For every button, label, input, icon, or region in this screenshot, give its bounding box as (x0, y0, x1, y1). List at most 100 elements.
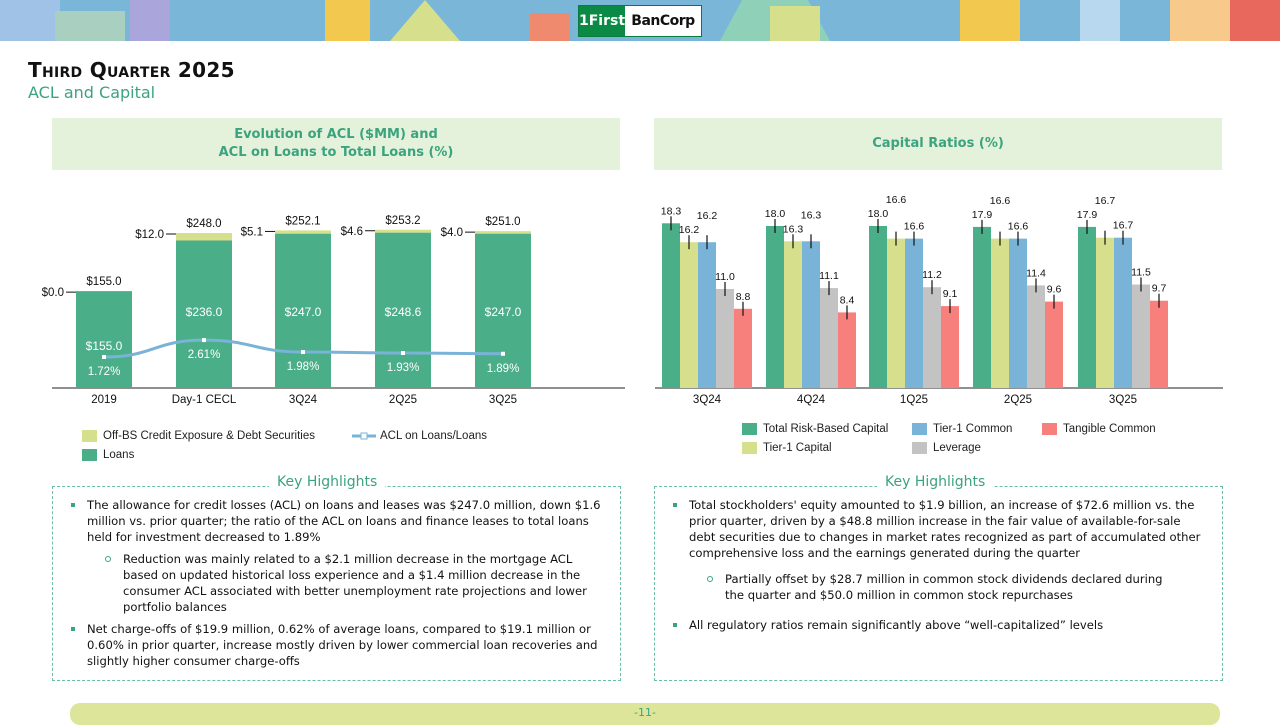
bar-tier-1-common (698, 242, 716, 388)
value-label: 16.6 (990, 195, 1011, 207)
legend-swatch (912, 442, 927, 454)
highlight-item: Total stockholders' equity amounted to $… (669, 497, 1208, 561)
right-highlights-label: Key Highlights (877, 474, 994, 490)
legend-label: ACL on Loans/Loans (380, 430, 487, 442)
bar-tangible-common (734, 308, 752, 388)
legend-trbc: Total Risk-Based Capital (742, 423, 888, 435)
value-label: 8.8 (736, 291, 751, 303)
offbs-label: $4.0 (441, 227, 463, 239)
legend-label: Leverage (933, 442, 981, 454)
bar-total-risk-based-capital (662, 223, 680, 388)
legend-leverage: Leverage (912, 442, 981, 454)
first-bancorp-logo: 1First BanCorp (578, 5, 702, 37)
acl-title-line2: ACL on Loans to Total Loans (%) (218, 145, 454, 160)
acl-ratio-label: 1.93% (387, 362, 420, 374)
legend-label: Total Risk-Based Capital (763, 423, 889, 435)
legend-offbs: Off-BS Credit Exposure & Debt Securities (82, 430, 315, 442)
value-label: 16.3 (801, 209, 822, 221)
bar-tier-1-common (905, 238, 923, 388)
legend-label: Off-BS Credit Exposure & Debt Securities (103, 430, 315, 442)
left-highlights-box: The allowance for credit losses (ACL) on… (52, 486, 621, 681)
legend-label: Loans (103, 449, 135, 461)
bar-tier-1-common (1114, 237, 1132, 388)
loans-label: $247.0 (285, 305, 322, 319)
value-label: 11.4 (1026, 267, 1046, 279)
loans-label: $155.0 (86, 339, 123, 353)
category-label: 3Q25 (1109, 394, 1137, 406)
bar-tangible-common (1045, 301, 1063, 388)
value-label: 16.6 (886, 194, 907, 206)
left-highlights-label: Key Highlights (269, 474, 386, 490)
loans-label: $248.6 (385, 305, 422, 319)
category-label: 2Q25 (1004, 394, 1032, 406)
value-label: 9.7 (1152, 283, 1167, 295)
page-title: Third Quarter 2025 (28, 58, 235, 82)
bar-tier-1-capital (1096, 237, 1114, 388)
value-label: 16.6 (904, 221, 925, 233)
category-label: 3Q24 (289, 394, 318, 406)
acl-ratio-point (401, 351, 405, 356)
value-label: 16.7 (1095, 195, 1116, 207)
legend-label: Tangible Common (1063, 423, 1156, 435)
value-label: 8.4 (840, 294, 855, 306)
legend-loans: Loans (82, 449, 134, 461)
acl-ratio-point (301, 350, 305, 355)
highlight-item: All regulatory ratios remain significant… (669, 617, 1208, 633)
total-label: $253.2 (385, 215, 420, 227)
acl-ratio-point (202, 338, 206, 343)
bar-total-risk-based-capital (1078, 226, 1096, 388)
page-subtitle: ACL and Capital (28, 83, 156, 102)
acl-ratio-point (102, 355, 106, 359)
offbs-label: $12.0 (135, 229, 164, 241)
right-highlights-box: Total stockholders' equity amounted to $… (654, 486, 1223, 681)
acl-ratio-label: 1.72% (88, 366, 121, 378)
legend-swatch (82, 430, 97, 442)
offbs-label: $5.1 (241, 226, 263, 238)
bar-leverage (923, 287, 941, 388)
bar-tier-1-common (802, 241, 820, 388)
bar-total-risk-based-capital (766, 226, 784, 388)
offbs-label: $0.0 (42, 287, 64, 299)
bar-offbs (176, 233, 232, 241)
legend-label: Tier-1 Capital (763, 442, 832, 454)
bar-leverage (820, 288, 838, 388)
value-label: 16.2 (697, 210, 718, 222)
acl-chart: $155.0 $0.0 $155.0 2019 $248.0 $12.0 $236.0 Day… (42, 215, 625, 406)
highlight-subitem: Partially offset by $28.7 million in com… (669, 571, 1208, 603)
legend-t1capital: Tier-1 Capital (742, 442, 832, 454)
highlight-item: Net charge-offs of $19.9 million, 0.62% … (67, 621, 606, 669)
value-label: 16.2 (679, 224, 700, 236)
bar-loans (176, 240, 232, 388)
category-label: Day-1 CECL (172, 394, 237, 406)
legend-t1common: Tier-1 Common (912, 423, 1012, 435)
loans-label: $247.0 (485, 305, 522, 319)
acl-title-line1: Evolution of ACL ($MM) and (234, 126, 438, 142)
category-label: 1Q25 (900, 394, 928, 406)
line-marker-icon (352, 432, 376, 440)
acl-ratio-point (501, 351, 505, 356)
bar-total-risk-based-capital (869, 226, 887, 388)
bar-leverage (1132, 284, 1150, 388)
total-label: $155.0 (86, 276, 121, 288)
bar-leverage (716, 289, 734, 388)
bar-offbs (375, 229, 431, 233)
bar-tier-1-capital (784, 241, 802, 388)
loans-label: $236.0 (186, 305, 223, 319)
total-label: $248.0 (186, 218, 221, 230)
capital-chart-header: Capital Ratios (%) (654, 118, 1222, 170)
bar-loans (375, 232, 431, 388)
bar-loans (76, 291, 132, 388)
bar-offbs (275, 230, 331, 234)
total-label: $252.1 (285, 215, 320, 227)
bar-tier-1-common (1009, 238, 1027, 388)
bar-tangible-common (838, 312, 856, 388)
value-label: 11.5 (1131, 267, 1151, 279)
value-label: 17.9 (972, 209, 993, 221)
bar-tier-1-capital (887, 238, 905, 388)
legend-swatch (1042, 423, 1057, 435)
highlight-subitem: Reduction was mainly related to a $2.1 m… (67, 551, 606, 615)
bar-tangible-common (1150, 300, 1168, 388)
value-label: 11.2 (922, 269, 942, 281)
value-label: 18.3 (661, 205, 682, 217)
value-label: 11.1 (819, 270, 839, 282)
